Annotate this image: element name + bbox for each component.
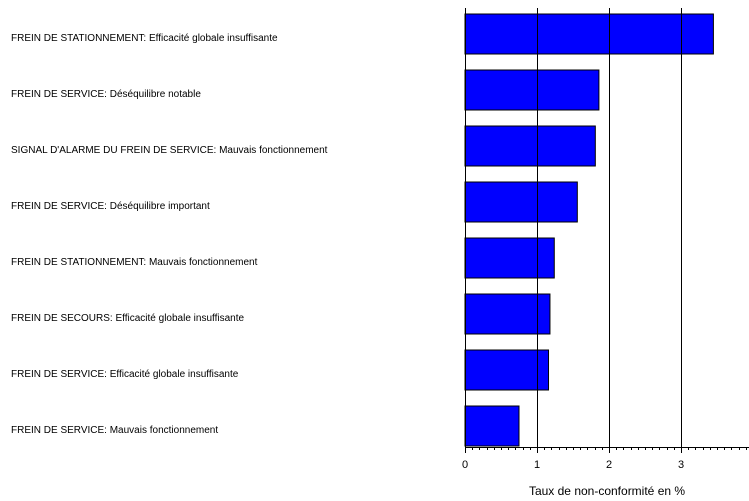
x-axis [465, 8, 749, 453]
bar [464, 405, 520, 447]
x-tick-label: 1 [534, 459, 540, 471]
x-axis-title: Taux de non-conformité en % [529, 484, 685, 498]
bar [464, 237, 555, 279]
bar [464, 69, 600, 111]
category-label: FREIN DE SERVICE: Déséquilibre important [11, 201, 210, 212]
gridlines [537, 8, 682, 447]
category-label: FREIN DE SERVICE: Mauvais fonctionnement [11, 425, 218, 436]
bar [464, 125, 596, 167]
x-tick-label: 2 [606, 459, 612, 471]
bar [464, 181, 578, 223]
x-tick-label: 0 [462, 459, 468, 471]
category-label: FREIN DE SECOURS: Efficacité globale ins… [11, 313, 245, 324]
bar [464, 349, 550, 391]
bar [464, 13, 714, 55]
category-label: FREIN DE SERVICE: Déséquilibre notable [11, 89, 201, 100]
category-label: FREIN DE SERVICE: Efficacité globale ins… [11, 369, 239, 380]
bars [464, 13, 714, 447]
category-label: FREIN DE STATIONNEMENT: Mauvais fonction… [11, 257, 258, 268]
x-tick-labels: 01234 [462, 459, 684, 471]
category-label: SIGNAL D'ALARME DU FREIN DE SERVICE: Mau… [11, 145, 328, 156]
bar [464, 293, 551, 335]
category-label: FREIN DE STATIONNEMENT: Efficacité globa… [11, 33, 278, 44]
x-tick-label: 3 [678, 459, 684, 471]
category-labels: FREIN DE STATIONNEMENT: Efficacité globa… [11, 33, 328, 436]
